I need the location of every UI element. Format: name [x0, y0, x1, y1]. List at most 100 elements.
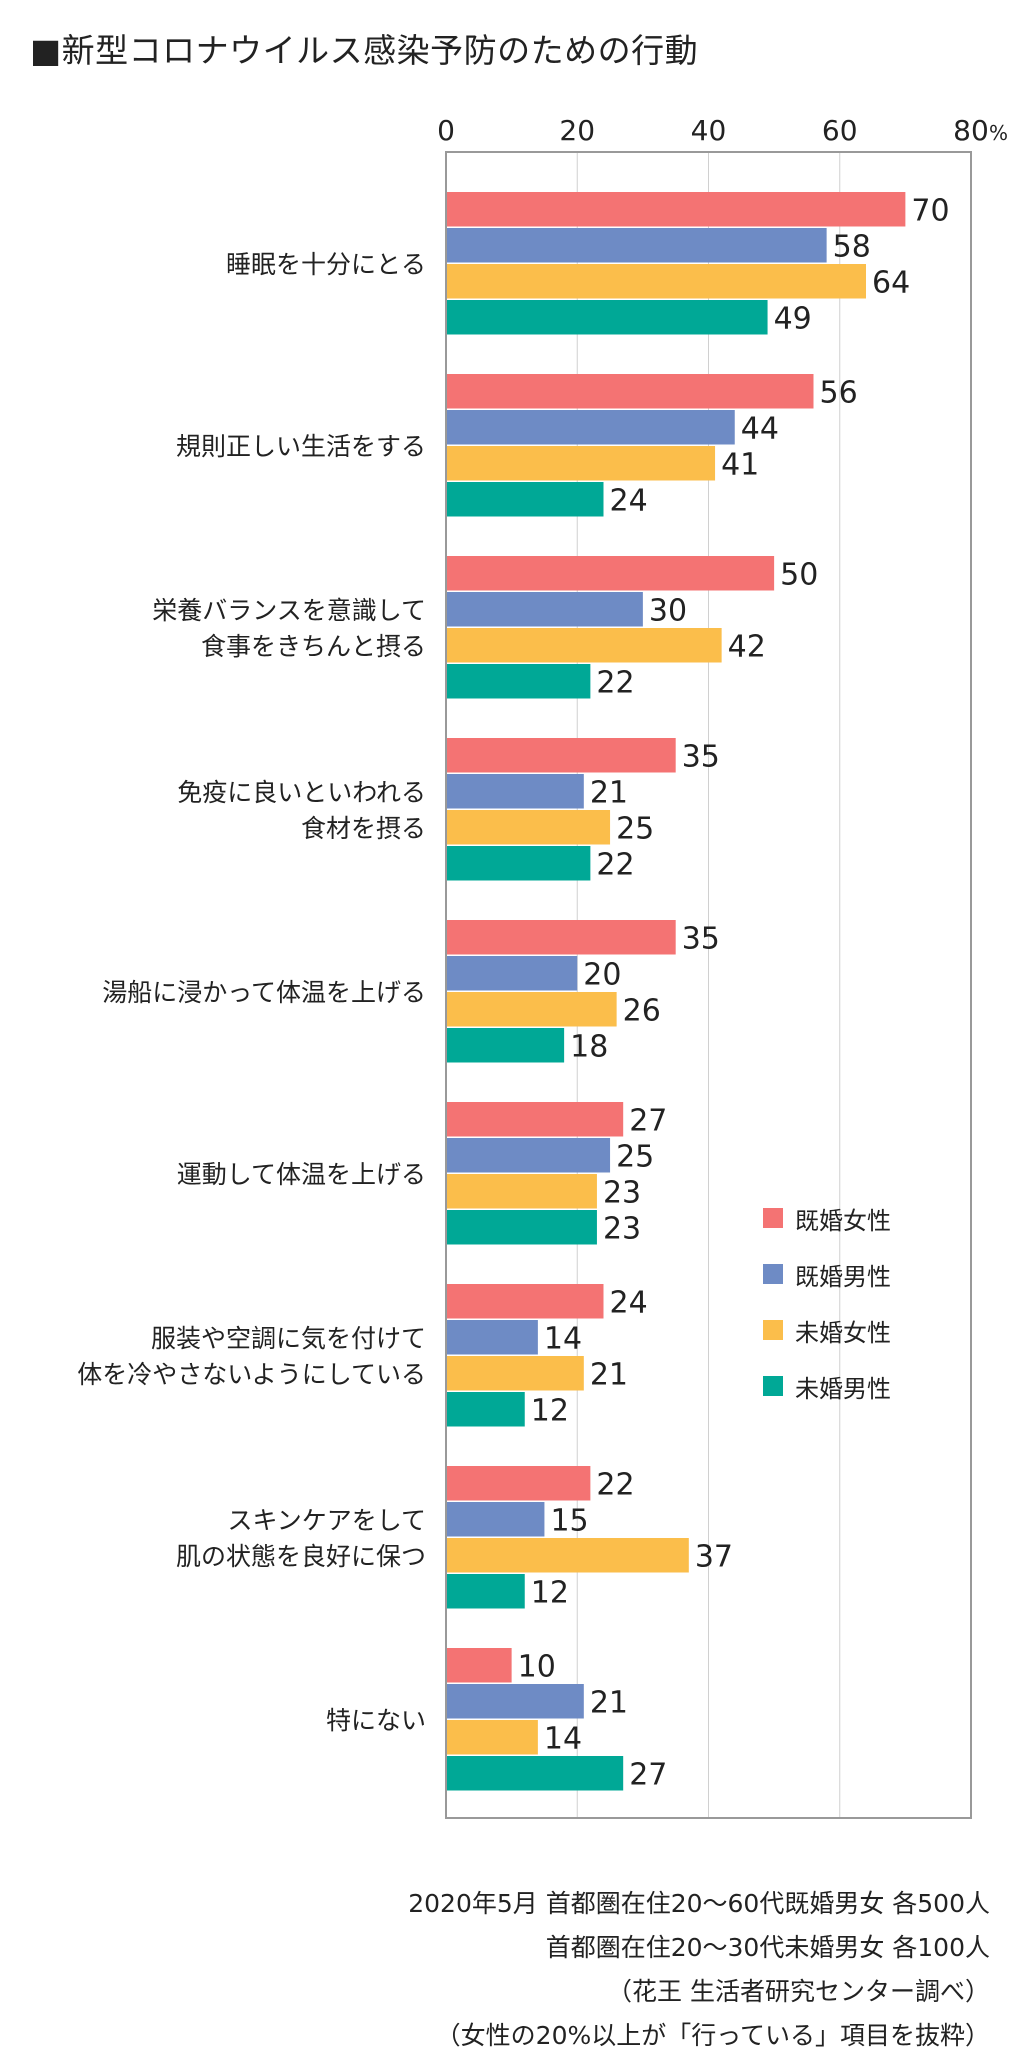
- x-tick-label: 0: [437, 114, 455, 147]
- data-label: 21: [590, 1357, 628, 1392]
- category-label: 特にない: [326, 1706, 426, 1735]
- data-label: 49: [774, 301, 812, 336]
- bar: [446, 1684, 584, 1719]
- category-label: 食事をきちんと摂る: [201, 632, 426, 661]
- legend-swatch: [763, 1208, 783, 1228]
- footnote-line: （女性の20%以上が「行っている」項目を抜粋）: [435, 2021, 990, 2050]
- bar: [446, 920, 676, 955]
- legend-swatch: [763, 1320, 783, 1340]
- data-label: 12: [531, 1575, 569, 1610]
- data-label: 44: [741, 411, 779, 446]
- data-label: 24: [610, 483, 648, 518]
- data-label: 41: [721, 447, 759, 482]
- bar: [446, 374, 814, 409]
- bar: [446, 738, 676, 773]
- legend-item: 既婚女性: [763, 1190, 891, 1246]
- data-label: 21: [590, 1685, 628, 1720]
- plot-frame: [445, 151, 972, 1819]
- bar: [446, 1538, 689, 1573]
- legend-swatch: [763, 1264, 783, 1284]
- x-tick-label: 40: [691, 114, 727, 147]
- data-label: 23: [603, 1211, 641, 1246]
- legend-label: 既婚女性: [795, 1206, 891, 1235]
- category-label: 肌の状態を良好に保つ: [176, 1542, 426, 1571]
- bar: [446, 1320, 538, 1355]
- data-label: 10: [518, 1649, 556, 1684]
- data-label: 64: [872, 265, 910, 300]
- category-label: 栄養バランスを意識して: [152, 596, 426, 625]
- data-label: 27: [629, 1757, 667, 1792]
- bar: [446, 774, 584, 809]
- category-label: 規則正しい生活をする: [176, 432, 426, 461]
- data-label: 30: [649, 593, 687, 628]
- data-label: 22: [596, 847, 634, 882]
- data-label: 26: [623, 993, 661, 1028]
- data-label: 15: [550, 1503, 588, 1538]
- data-label: 27: [629, 1103, 667, 1138]
- data-label: 22: [596, 1467, 634, 1502]
- data-label: 25: [616, 811, 654, 846]
- legend-item: 既婚男性: [763, 1246, 891, 1302]
- bar: [446, 1028, 565, 1063]
- category-label: 運動して体温を上げる: [177, 1160, 426, 1189]
- data-label: 22: [596, 665, 634, 700]
- x-tick-label: 80: [953, 114, 989, 147]
- data-label: 14: [544, 1321, 582, 1356]
- bar: [446, 1102, 624, 1137]
- bar: [446, 1648, 512, 1683]
- data-label: 21: [590, 775, 628, 810]
- footnote-line: 首都圏在住20〜30代未婚男女 各100人: [545, 1933, 990, 1962]
- data-label: 35: [682, 921, 720, 956]
- bar: [446, 1138, 611, 1173]
- bar: [446, 810, 611, 845]
- bar: [446, 1574, 525, 1609]
- category-label: 体を冷やさないようにしている: [77, 1360, 426, 1389]
- category-label: 湯船に浸かって体温を上げる: [102, 978, 426, 1007]
- bar: [446, 992, 617, 1027]
- bar: [446, 300, 768, 335]
- bar: [446, 1720, 538, 1755]
- category-label: 服装や空調に気を付けて: [151, 1324, 426, 1353]
- data-label: 70: [911, 193, 949, 228]
- bar: [446, 1756, 624, 1791]
- legend-label: 既婚男性: [795, 1262, 891, 1291]
- footnote-line: 2020年5月 首都圏在住20〜60代既婚男女 各500人: [408, 1889, 990, 1918]
- data-label: 42: [728, 629, 766, 664]
- bar: [446, 192, 906, 227]
- legend-swatch: [763, 1376, 783, 1396]
- bar: [446, 1210, 597, 1245]
- bar: [446, 1466, 591, 1501]
- data-label: 18: [570, 1029, 608, 1064]
- data-label: 37: [695, 1539, 733, 1574]
- data-label: 50: [780, 557, 818, 592]
- bar: [446, 556, 775, 591]
- x-unit-label: %: [989, 121, 1008, 145]
- category-label: 食材を摂る: [301, 814, 426, 843]
- x-tick-label: 20: [559, 114, 595, 147]
- chart-legend: 既婚女性 既婚男性 未婚女性 未婚男性: [763, 1190, 891, 1414]
- bar: [446, 228, 827, 263]
- data-label: 14: [544, 1721, 582, 1756]
- bar: [446, 664, 591, 699]
- data-label: 35: [682, 739, 720, 774]
- bar: [446, 628, 722, 663]
- legend-item: 未婚男性: [763, 1358, 891, 1414]
- bar: [446, 446, 716, 481]
- bar: [446, 1174, 597, 1209]
- x-tick-label: 60: [822, 114, 858, 147]
- bar: [446, 592, 643, 627]
- legend-label: 未婚女性: [795, 1318, 891, 1347]
- bar: [446, 846, 591, 881]
- bar: [446, 1284, 604, 1319]
- chart-title: ■新型コロナウイルス感染予防のための行動: [30, 31, 699, 70]
- bar: [446, 1392, 525, 1427]
- bar: [446, 956, 578, 991]
- bar: [446, 1356, 584, 1391]
- data-label: 56: [820, 375, 858, 410]
- bar: [446, 482, 604, 517]
- data-label: 25: [616, 1139, 654, 1174]
- data-label: 24: [610, 1285, 648, 1320]
- bar: [446, 1502, 545, 1537]
- category-label: 睡眠を十分にとる: [226, 250, 426, 279]
